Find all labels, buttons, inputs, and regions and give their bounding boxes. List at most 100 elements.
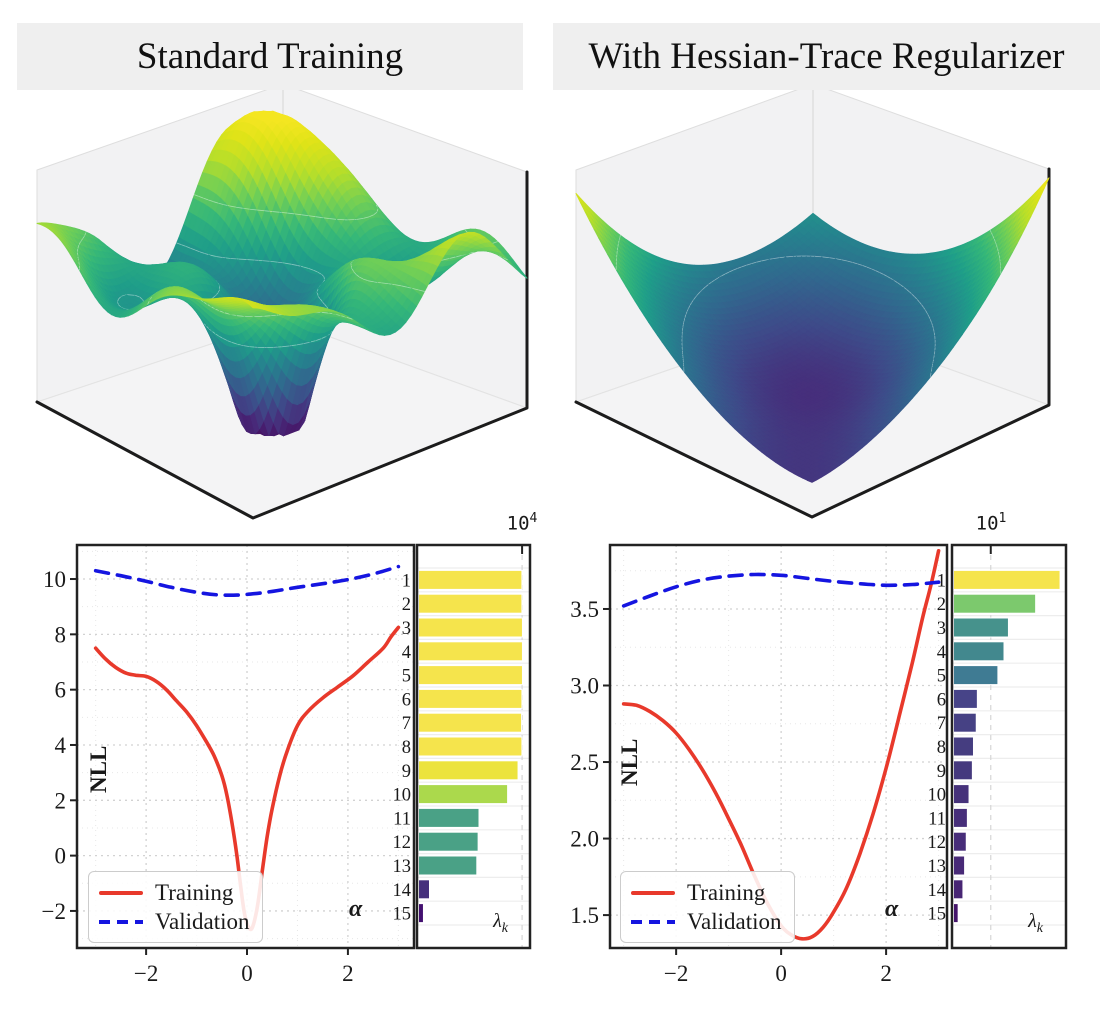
y-tick-label: 10 — [43, 567, 66, 592]
validation-line-swatch — [99, 919, 143, 924]
eigenvalue-bar — [953, 688, 978, 709]
legend-label-training: Training — [155, 879, 234, 905]
eigenvalue-bar — [953, 712, 977, 733]
eigenvalue-index-label: 14 — [928, 881, 947, 901]
panel-title-standard-training: Standard Training — [17, 23, 523, 90]
legend-entry-training: Training — [99, 878, 250, 907]
eigenvalue-index-label: 11 — [393, 809, 411, 829]
eigenvalue-bar — [953, 879, 964, 900]
eigenvalue-axis-label-left: λk — [493, 910, 508, 936]
validation-curve-left — [93, 564, 401, 597]
y-tick-label: 2.0 — [570, 827, 599, 852]
legend-right: Training Validation — [620, 871, 795, 943]
eigenvalue-index-label: 7 — [402, 714, 411, 734]
y-tick-label: 2.5 — [570, 750, 599, 775]
y-tick-label: 2 — [55, 788, 67, 813]
validation-curve-right — [621, 572, 941, 608]
y-tick-label: 1.5 — [570, 903, 599, 928]
y-tick-label: 4 — [55, 733, 67, 758]
eigenvalue-index-label: 15 — [928, 905, 947, 925]
eigenvalue-axis-label-right: λk — [1028, 910, 1043, 936]
eigenvalue-bar — [418, 903, 424, 924]
legend-label-training: Training — [687, 879, 766, 905]
eigenvalue-bar — [418, 784, 509, 805]
x-tick-label: 2 — [342, 961, 354, 986]
eigenvalue-bar — [418, 569, 523, 590]
eigenvalue-bar — [953, 760, 973, 781]
y-tick-label: 0 — [55, 844, 67, 869]
eigenvalue-index-label: 15 — [393, 905, 412, 925]
eigenvalue-index-label: 6 — [937, 690, 946, 710]
eigenvalue-index-label: 2 — [937, 595, 946, 615]
log-scale-tick-label-left: 104 — [506, 511, 538, 535]
legend-entry-training: Training — [631, 878, 782, 907]
eigenvalue-index-label: 4 — [402, 643, 411, 663]
eigenvalue-index-label: 11 — [928, 809, 946, 829]
validation-line-swatch — [631, 919, 675, 924]
eigenvalue-index-label: 5 — [937, 667, 946, 687]
eigenvalue-index-label: 13 — [393, 857, 412, 877]
eigenvalue-bar — [418, 712, 523, 733]
eigenvalue-bar — [418, 641, 523, 662]
training-line-swatch — [99, 890, 143, 895]
eigenvalue-index-label: 2 — [402, 595, 411, 615]
eigenvalue-index-label: 6 — [402, 690, 411, 710]
training-line-swatch — [631, 890, 675, 895]
y-axis-label-nll-left: NLL — [86, 745, 111, 793]
eigenvalue-index-label: 14 — [393, 881, 412, 901]
eigenvalue-index-label: 10 — [928, 786, 947, 806]
log-scale-tick-label-right: 101 — [975, 511, 1007, 535]
eigenvalue-bar — [953, 784, 970, 805]
x-axis-label-alpha-right: α — [885, 896, 899, 922]
y-axis-label-nll-right: NLL — [617, 738, 642, 786]
eigenvalue-bar — [418, 831, 479, 852]
y-tick-label: 3.0 — [570, 674, 599, 699]
eigenvalue-bar — [953, 807, 968, 828]
eigenvalue-index-label: 3 — [402, 619, 411, 639]
eigenvalue-index-label: 3 — [937, 619, 946, 639]
x-tick-label: −2 — [134, 961, 158, 986]
eigenvalue-bar — [418, 736, 523, 757]
y-tick-label: −2 — [42, 899, 66, 924]
eigenvalue-index-label: 9 — [402, 762, 411, 782]
legend-left: Training Validation — [88, 871, 263, 943]
legend-entry-validation: Validation — [631, 907, 782, 936]
eigenvalue-index-label: 9 — [937, 762, 946, 782]
eigenvalue-index-label: 8 — [937, 738, 946, 758]
x-tick-label: 2 — [880, 961, 892, 986]
eigenvalue-bar — [418, 855, 478, 876]
x-axis-label-alpha-left: α — [349, 896, 363, 922]
y-tick-label: 8 — [55, 622, 67, 647]
x-tick-label: −2 — [664, 961, 688, 986]
eigenvalue-bar — [418, 760, 519, 781]
x-tick-label: 0 — [241, 961, 253, 986]
eigenvalue-index-label: 12 — [393, 833, 412, 853]
y-tick-label: 3.5 — [570, 597, 599, 622]
eigenvalue-bar — [418, 665, 523, 686]
eigenvalue-index-label: 10 — [393, 786, 412, 806]
eigenvalue-index-label: 13 — [928, 857, 947, 877]
loss-surface-3d-standard — [20, 85, 550, 535]
panel-title-hessian-regularizer: With Hessian-Trace Regularizer — [553, 23, 1100, 90]
eigenvalue-bar — [418, 593, 523, 614]
loss-surface-3d-regularized — [555, 85, 1104, 535]
eigenvalue-index-label: 4 — [937, 643, 946, 663]
y-tick-label: 6 — [55, 678, 67, 703]
eigenvalue-bar — [953, 736, 974, 757]
eigenvalue-bar — [953, 569, 1061, 590]
eigenvalue-index-label: 12 — [928, 833, 947, 853]
eigenvalue-bar — [953, 903, 959, 924]
eigenvalue-index-label: 7 — [937, 714, 946, 734]
eigenvalue-index-label: 5 — [402, 667, 411, 687]
eigenvalue-bar — [418, 879, 430, 900]
eigenvalue-index-label: 1 — [402, 571, 411, 591]
eigenvalue-bar — [418, 617, 523, 638]
legend-entry-validation: Validation — [99, 907, 250, 936]
eigenvalue-bar — [418, 807, 480, 828]
legend-label-validation: Validation — [687, 908, 782, 934]
eigenvalue-index-label: 1 — [937, 571, 946, 591]
eigenvalue-bar — [953, 831, 967, 852]
